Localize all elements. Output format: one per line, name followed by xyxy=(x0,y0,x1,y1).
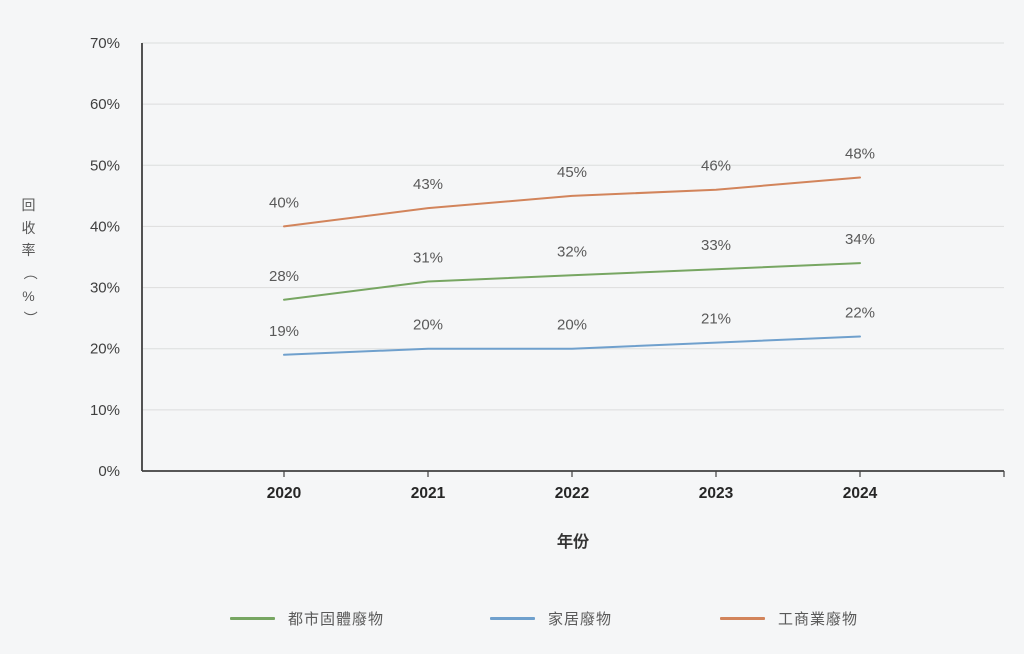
series-line xyxy=(283,176,861,228)
data-label: 34% xyxy=(845,231,875,248)
data-label: 40% xyxy=(269,194,299,211)
y-axis-title: 回收率（%） xyxy=(16,194,42,330)
data-label: 46% xyxy=(701,158,731,175)
y-axis-title-char: 率 xyxy=(21,242,37,259)
data-label: 20% xyxy=(413,317,443,334)
y-axis-title-char: 收 xyxy=(21,219,37,236)
data-label: 48% xyxy=(845,146,875,163)
x-tick-label: 2022 xyxy=(555,485,589,502)
data-label: 33% xyxy=(701,237,731,254)
data-label: 20% xyxy=(557,317,587,334)
x-tick-label: 2024 xyxy=(843,485,878,502)
y-axis-title-char: % xyxy=(22,287,36,304)
data-label: 21% xyxy=(701,311,731,328)
y-tick-label: 30% xyxy=(90,280,120,297)
data-label: 45% xyxy=(557,164,587,181)
x-tick-label: 2021 xyxy=(411,485,446,502)
y-tick-label: 70% xyxy=(90,35,120,52)
y-tick-label: 20% xyxy=(90,341,120,358)
data-label: 43% xyxy=(413,176,443,193)
data-label: 19% xyxy=(269,323,299,340)
series-line xyxy=(283,262,861,301)
x-tick-label: 2020 xyxy=(267,485,301,502)
data-label: 28% xyxy=(269,268,299,285)
data-label: 22% xyxy=(845,304,875,321)
y-axis-title-char: 回 xyxy=(21,197,37,213)
y-tick-label: 50% xyxy=(90,157,120,174)
data-label: 31% xyxy=(413,249,443,266)
data-label: 32% xyxy=(557,243,587,260)
y-tick-label: 10% xyxy=(90,402,120,419)
x-axis-title: 年份 xyxy=(556,534,589,551)
series-line xyxy=(283,335,861,356)
x-tick-label: 2023 xyxy=(699,485,734,502)
y-tick-label: 40% xyxy=(90,218,120,235)
y-tick-label: 0% xyxy=(98,463,120,480)
y-tick-label: 60% xyxy=(90,96,120,113)
